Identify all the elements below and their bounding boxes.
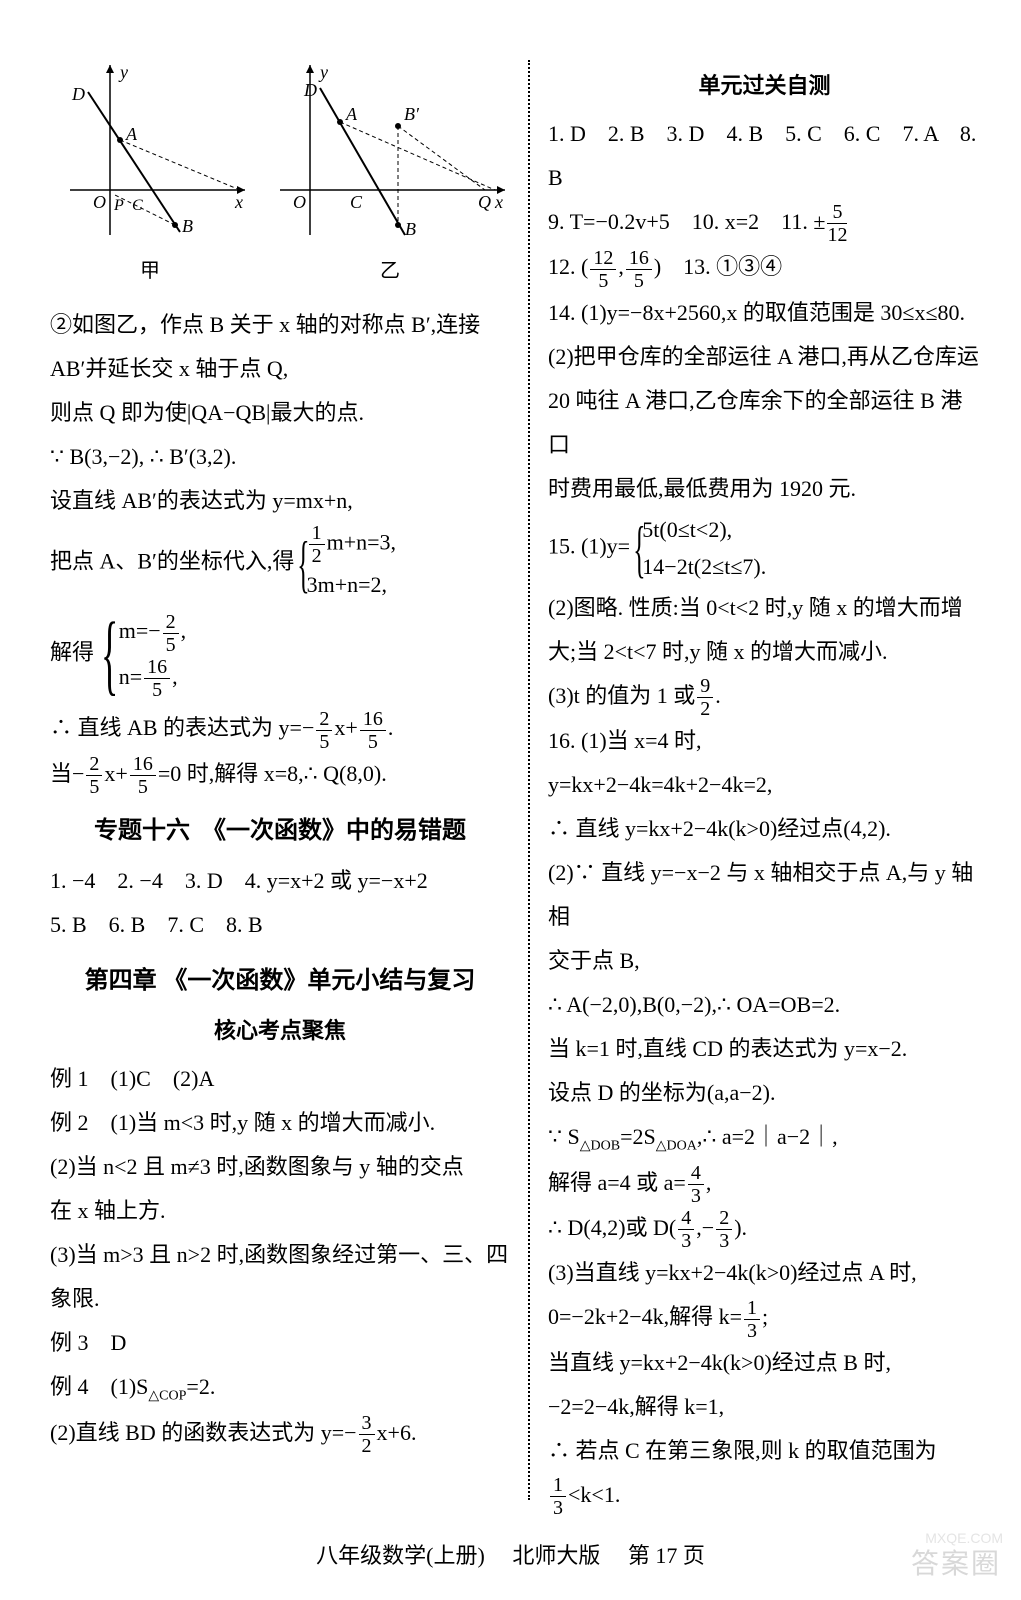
heading-topic16: 专题十六 《一次函数》中的易错题 <box>50 807 510 855</box>
r4: 14. (1)y=−8x+2560,x 的取值范围是 30≤x≤80. <box>548 291 981 335</box>
r12b: 交于点 B, <box>548 939 981 983</box>
ex2c: (3)当 m>3 且 n>2 时,函数图象经过第一、三、四 <box>50 1233 510 1277</box>
footer-mid: 北师大版 <box>512 1543 600 1568</box>
graph-yi: y x O D A B B′ C Q <box>270 60 510 291</box>
r18: ∴ D(4,2)或 D(43,−23). <box>548 1206 981 1251</box>
r11: ∴ 直线 y=kx+2−4k(k>0)经过点(4,2). <box>548 807 981 851</box>
svg-text:B: B <box>405 219 416 239</box>
r17: 解得 a=4 或 a=43, <box>548 1161 981 1206</box>
r5: (2)把甲仓库的全部运往 A 港口,再从乙仓库运 <box>548 335 981 379</box>
right-column: 单元过关自测 1. D 2. B 3. D 4. B 5. C 6. C 7. … <box>528 60 981 1500</box>
r7b: 大;当 2<t<7 时,y 随 x 的增大而减小. <box>548 630 981 674</box>
svg-text:x: x <box>494 192 503 212</box>
r5c: 时费用最低,最低费用为 1920 元. <box>548 467 981 511</box>
r20: 0=−2k+2−4k,解得 k=13; <box>548 1295 981 1340</box>
svg-text:P: P <box>113 197 124 214</box>
heading-core: 核心考点聚焦 <box>50 1009 510 1053</box>
r19: (3)当直线 y=kx+2−4k(k>0)经过点 A 时, <box>548 1251 981 1295</box>
graph-jia: y x O D A B P C 甲 <box>50 60 250 291</box>
graph-yi-svg: y x O D A B B′ C Q <box>270 60 510 240</box>
graph-jia-label: 甲 <box>50 251 250 291</box>
ex4a: 例 4 (1)S△COP=2. <box>50 1365 510 1410</box>
ans-row: 1. −4 2. −4 3. D 4. y=x+2 或 y=−x+2 <box>50 859 510 903</box>
l-text: 则点 Q 即为使|QA−QB|最大的点. <box>50 391 510 435</box>
graph-yi-label: 乙 <box>270 251 510 291</box>
r8: (3)t 的值为 1 或92. <box>548 674 981 719</box>
svg-text:B: B <box>182 216 193 236</box>
svg-text:D: D <box>71 84 85 104</box>
svg-text:x: x <box>234 192 243 212</box>
graphs-row: y x O D A B P C 甲 <box>50 60 510 291</box>
ex2b: (2)当 n<2 且 m≠3 时,函数图象与 y 轴的交点 <box>50 1145 510 1189</box>
svg-text:y: y <box>318 62 328 82</box>
l-text: ∵ B(3,−2), ∴ B′(3,2). <box>50 435 510 479</box>
svg-text:A: A <box>125 124 138 144</box>
r10: y=kx+2−4k=4k+2−4k=2, <box>548 763 981 807</box>
heading-ch4: 第四章 《一次函数》单元小结与复习 <box>50 957 510 1005</box>
ex2c2: 象限. <box>50 1277 510 1321</box>
r9: 16. (1)当 x=4 时, <box>548 719 981 763</box>
r14: 当 k=1 时,直线 CD 的表达式为 y=x−2. <box>548 1027 981 1071</box>
r6: 15. (1)y= { 5t(0≤t<2), 14−2t(2≤t≤7). <box>548 511 981 586</box>
svg-text:Q: Q <box>478 192 491 212</box>
r1: 1. D 2. B 3. D 4. B 5. C 6. C 7. A 8. B <box>548 112 981 200</box>
l-text: ②如图乙，作点 B 关于 x 轴的对称点 B′,连接 <box>50 303 510 347</box>
r7: (2)图略. 性质:当 0<t<2 时,y 随 x 的增大而增 <box>548 586 981 630</box>
l-text: 设直线 AB′的表达式为 y=mx+n, <box>50 479 510 523</box>
footer-right: 第 17 页 <box>628 1543 705 1568</box>
watermark-main: 答案圈 <box>911 1542 1001 1582</box>
l-eq2: 当−25x+165=0 时,解得 x=8,∴ Q(8,0). <box>50 752 510 797</box>
ex3: 例 3 D <box>50 1321 510 1365</box>
heading-unit-test: 单元过关自测 <box>548 64 981 108</box>
r16: ∵ S△DOB=2S△DOA,∴ a=2｜a−2｜, <box>548 1115 981 1160</box>
r3: 12. (125,165) 13. ①③④ <box>548 245 981 290</box>
r22: −2=2−4k,解得 k=1, <box>548 1385 981 1429</box>
graph-jia-svg: y x O D A B P C <box>50 60 250 240</box>
svg-text:O: O <box>293 192 306 212</box>
page-footer: 八年级数学(上册) 北师大版 第 17 页 <box>0 1538 1021 1570</box>
ans-row: 5. B 6. B 7. C 8. B <box>50 903 510 947</box>
r23: ∴ 若点 C 在第三象限,则 k 的取值范围为 <box>548 1429 981 1473</box>
r12: (2)∵ 直线 y=−x−2 与 x 轴相交于点 A,与 y 轴相 <box>548 851 981 939</box>
l-text: AB′并延长交 x 轴于点 Q, <box>50 347 510 391</box>
svg-text:y: y <box>118 62 128 82</box>
footer-left: 八年级数学(上册) <box>316 1543 485 1568</box>
ex2: 例 2 (1)当 m<3 时,y 随 x 的增大而减小. <box>50 1101 510 1145</box>
l-cases2: 解得 { m=−25, n=165, <box>50 609 510 700</box>
svg-text:O: O <box>93 192 106 212</box>
svg-text:B′: B′ <box>404 104 420 124</box>
r21: 当直线 y=kx+2−4k(k>0)经过点 B 时, <box>548 1341 981 1385</box>
ex4b: (2)直线 BD 的函数表达式为 y=−32x+6. <box>50 1411 510 1456</box>
l-eq: ∴ 直线 AB 的表达式为 y=−25x+165. <box>50 706 510 751</box>
left-column: y x O D A B P C 甲 <box>50 60 528 1500</box>
svg-text:D: D <box>303 80 317 100</box>
svg-text:C: C <box>350 192 363 212</box>
r2: 9. T=−0.2v+5 10. x=2 11. ±512 <box>548 200 981 245</box>
svg-text:A: A <box>345 104 358 124</box>
ex1: 例 1 (1)C (2)A <box>50 1057 510 1101</box>
r24: 13<k<1. <box>548 1473 981 1518</box>
svg-text:C: C <box>132 197 143 214</box>
r13: ∴ A(−2,0),B(0,−2),∴ OA=OB=2. <box>548 983 981 1027</box>
ex2b2: 在 x 轴上方. <box>50 1189 510 1233</box>
r5b: 20 吨往 A 港口,乙仓库余下的全部运往 B 港口 <box>548 379 981 467</box>
r15: 设点 D 的坐标为(a,a−2). <box>548 1071 981 1115</box>
l-cases1: 把点 A、B′的坐标代入,得 { 12m+n=3, 3m+n=2, <box>50 523 510 603</box>
